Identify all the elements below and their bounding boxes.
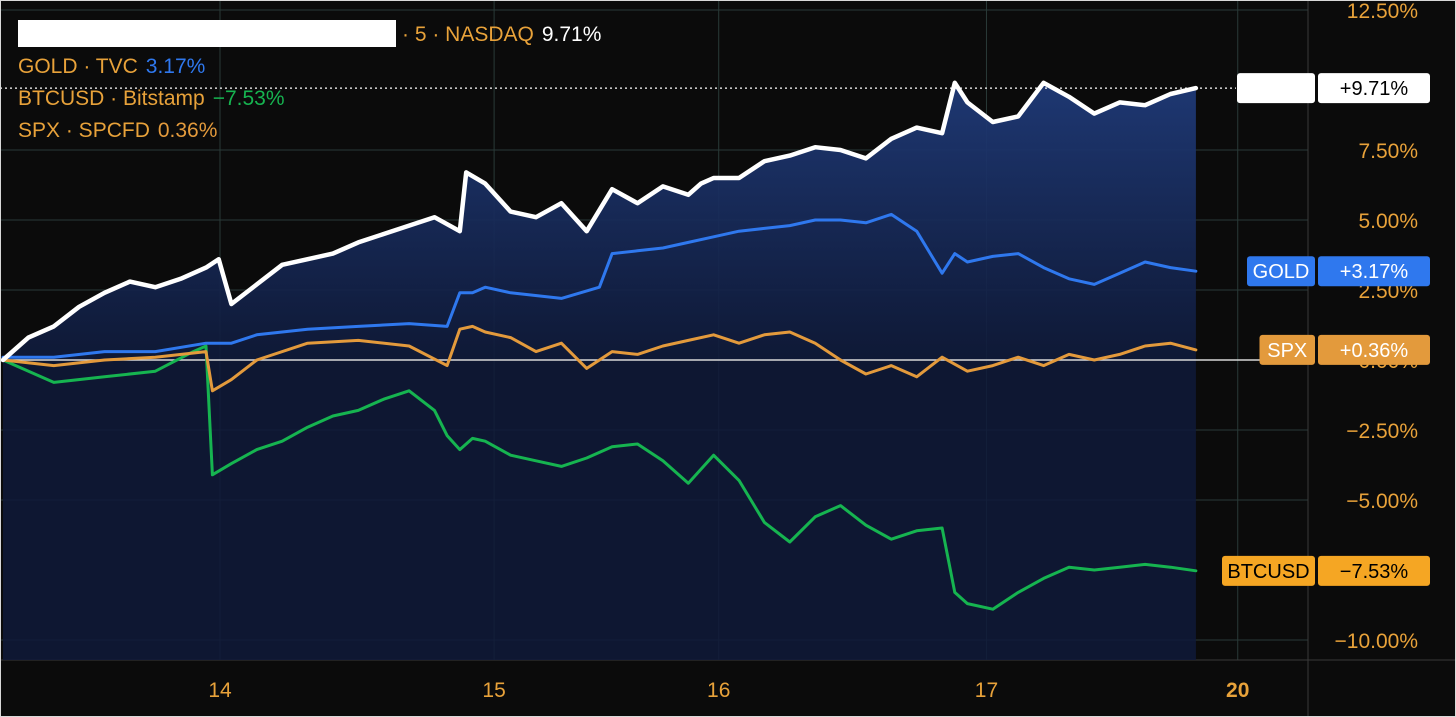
series-tag-box	[1247, 256, 1315, 287]
legend: · 5 · NASDAQ 9.71% GOLD · TVC 3.17% BTCUSD…	[18, 19, 601, 147]
legend-label: SPX · SPCFD	[18, 119, 150, 142]
series-line-nasdaq	[0, 80, 1199, 363]
series-layer	[0, 80, 1199, 611]
x-tick-label: 15	[482, 679, 505, 702]
nasdaq-area-layer	[3, 82, 1196, 660]
legend-value: 3.17%	[145, 55, 206, 78]
legend-row-spx[interactable]: SPX · SPCFD 0.36%	[18, 115, 601, 147]
y-tick-label: 5.00%	[1358, 210, 1418, 233]
price-tag-gold: GOLD +3.17%	[1247, 256, 1430, 287]
x-tick-label: 17	[975, 679, 998, 702]
last-value-label: +0.36%	[1340, 340, 1409, 362]
y-tick-label: 12.50%	[1347, 0, 1418, 23]
legend-value: 0.36%	[157, 119, 218, 142]
price-tag-spx: SPX +0.36%	[1259, 334, 1430, 365]
last-value-box	[1318, 334, 1430, 365]
price-tag-nasdaq: +9.71%	[1237, 73, 1430, 104]
redacted-label	[18, 20, 396, 47]
last-value-box	[1318, 555, 1430, 586]
last-value-box	[1318, 73, 1430, 104]
y-tick-label: 7.50%	[1358, 140, 1418, 163]
series-tag-label: SPX	[1267, 340, 1307, 362]
legend-value: 9.71%	[541, 23, 602, 46]
series-tag-label: GOLD	[1253, 261, 1310, 283]
last-value-label: −7.53%	[1340, 561, 1409, 583]
series-line-gold	[1, 212, 1198, 359]
nasdaq-area-fill-lower	[3, 360, 1196, 660]
redacted-tag	[1237, 73, 1315, 104]
legend-label: BTCUSD · Bitstamp	[18, 87, 205, 110]
price-tags: +9.71% GOLD +3.17% SPX +0.36% BTCUSD −7.53%	[1222, 73, 1430, 586]
series-tag-box	[1259, 334, 1315, 365]
last-value-label: +3.17%	[1340, 261, 1409, 283]
y-tick-label: −2.50%	[1346, 420, 1418, 443]
y-tick-label: −10.00%	[1335, 630, 1419, 653]
x-tick-label: 20	[1226, 679, 1249, 702]
x-axis: 14 15 16 17 20	[208, 679, 1249, 702]
x-tick-label: 14	[208, 679, 232, 702]
legend-row-btcusd[interactable]: BTCUSD · Bitstamp −7.53%	[18, 83, 601, 115]
series-tag-box	[1222, 555, 1315, 586]
x-tick-label: 16	[707, 679, 730, 702]
legend-label: · 5 · NASDAQ	[402, 23, 534, 46]
legend-value: −7.53%	[212, 87, 285, 110]
price-tag-btcusd: BTCUSD −7.53%	[1222, 555, 1430, 586]
legend-label: GOLD · TVC	[18, 55, 138, 78]
legend-row-gold[interactable]: GOLD · TVC 3.17%	[18, 51, 601, 83]
last-value-box	[1318, 256, 1430, 287]
legend-row-nasdaq[interactable]: · 5 · NASDAQ 9.71%	[18, 19, 601, 51]
series-line-btcusd	[1, 344, 1198, 611]
y-tick-label: −5.00%	[1346, 490, 1418, 513]
series-tag-label: BTCUSD	[1227, 561, 1309, 583]
last-value-label: +9.71%	[1340, 78, 1409, 100]
nasdaq-area-fill	[3, 82, 1196, 361]
series-line-spx	[1, 324, 1198, 393]
